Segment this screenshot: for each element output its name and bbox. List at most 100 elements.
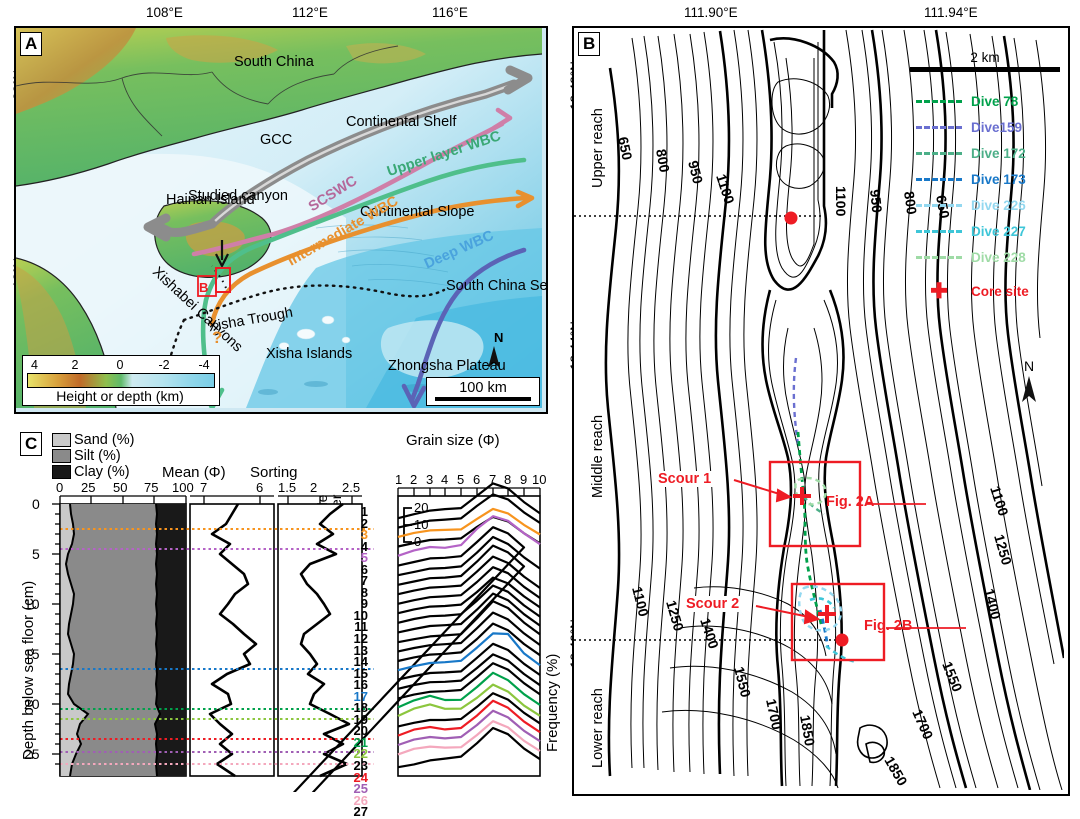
composition-chart <box>59 503 187 777</box>
legend-item-dive-228[interactable]: Dive 228 <box>916 244 1062 270</box>
dash-icon <box>916 229 962 233</box>
chart-title-grainsize: Grain size (Φ) <box>406 432 500 449</box>
colorbar-tick-1: 2 <box>71 358 79 372</box>
sample-number-13: 13 <box>353 642 368 658</box>
label-question-mark: ? <box>212 328 223 347</box>
sample-number-17: 17 <box>353 688 368 704</box>
silt-swatch-icon <box>52 449 71 463</box>
annotation-fig-2b: Fig. 2B <box>864 618 913 634</box>
panel-a-map[interactable]: South China Continental Shelf Hainan Isl… <box>14 26 548 414</box>
reach-label-middle: Middle reach <box>590 414 606 498</box>
svg-text:1100: 1100 <box>833 186 849 217</box>
legend-label-dive-227: Dive 227 <box>971 223 1026 239</box>
sample-number-14: 14 <box>353 654 368 670</box>
sample-number-23: 23 <box>353 758 368 774</box>
legend-item-core-site[interactable]: ✚ Core site <box>916 278 1062 304</box>
legend-label-dive-228: Dive 228 <box>971 249 1026 265</box>
colorbar-ticks: 4 2 0 -2 -4 <box>27 358 213 373</box>
label-south-china: South China <box>234 54 314 70</box>
legend-label-clay: Clay (%) <box>74 464 130 480</box>
svg-text:1700: 1700 <box>909 707 936 742</box>
grainsize-chart <box>292 482 541 792</box>
svg-text:1100: 1100 <box>987 484 1012 518</box>
legend-item-silt: Silt (%) <box>52 448 134 464</box>
dash-icon <box>916 203 962 207</box>
svg-text:1400: 1400 <box>981 587 1004 621</box>
legend-item-dive-173[interactable]: Dive 173 <box>916 166 1062 192</box>
sample-number-18: 18 <box>353 700 368 716</box>
sample-number-9: 9 <box>360 596 368 612</box>
sample-number-10: 10 <box>353 607 368 623</box>
panel-b-map[interactable]: 650 800 950 1100 1100 950 800 650 1100 1… <box>572 26 1070 796</box>
chart-title-mean: Mean (Φ) <box>162 464 226 481</box>
panel-b-lon-tick-0: 111.90°E <box>684 5 738 20</box>
legend-label-dive-172: Dive 172 <box>971 145 1026 161</box>
reach-label-lower: Lower reach <box>590 688 606 768</box>
dash-icon <box>916 255 962 259</box>
panel-b-scalebar: 2 km <box>910 50 1060 72</box>
sample-number-12: 12 <box>353 631 368 647</box>
reach-label-upper: Upper reach <box>590 108 606 188</box>
colorbar-tick-3: -2 <box>158 358 170 372</box>
sample-number-25: 25 <box>353 781 368 797</box>
legend-item-dive-226[interactable]: Dive 226 <box>916 192 1062 218</box>
colorbar-gradient <box>27 373 215 388</box>
legend-item-dive-159[interactable]: Dive159 <box>916 114 1062 140</box>
panel-a-lon-tick-1: 112°E <box>292 5 328 20</box>
legend-item-dive-227[interactable]: Dive 227 <box>916 218 1062 244</box>
north-arrow-icon <box>1022 376 1036 402</box>
panel-a-basemap <box>16 28 542 408</box>
legend-item-clay: Clay (%) <box>52 464 134 480</box>
panel-c-charts <box>52 482 541 792</box>
panel-a-lon-tick-0: 108°E <box>146 5 183 20</box>
panel-a-scalebar: 100 km <box>426 377 540 406</box>
legend-label-silt: Silt (%) <box>74 448 121 464</box>
svg-text:800: 800 <box>653 148 673 174</box>
sample-number-26: 26 <box>353 792 368 808</box>
label-current-gcc: GCC <box>260 132 293 148</box>
sample-number-20: 20 <box>353 723 368 739</box>
svg-text:1400: 1400 <box>697 616 722 651</box>
sample-number-7: 7 <box>360 573 368 589</box>
label-continental-slope: Continental Slope <box>360 204 475 220</box>
svg-text:650: 650 <box>933 194 953 220</box>
dash-icon <box>916 125 962 129</box>
label-inset-box-b: B <box>199 280 209 295</box>
annotation-scour-2: Scour 2 <box>684 596 742 612</box>
legend-item-dive-172[interactable]: Dive 172 <box>916 140 1062 166</box>
cross-icon: ✚ <box>930 279 948 303</box>
sand-swatch-icon <box>52 433 71 447</box>
fig2b-box <box>790 582 886 662</box>
svg-text:800: 800 <box>901 190 920 216</box>
sample-number-16: 16 <box>353 677 368 693</box>
svg-text:1850: 1850 <box>797 714 818 748</box>
dash-icon <box>916 99 962 103</box>
legend-label-core-site: Core site <box>971 283 1029 299</box>
colorbar-tick-0: 4 <box>31 358 38 372</box>
annotation-fig-2a: Fig. 2A <box>826 494 875 510</box>
colorbar-tick-2: 0 <box>116 358 124 372</box>
svg-text:1100: 1100 <box>629 585 652 619</box>
sample-number-22: 22 <box>353 746 368 762</box>
panel-b-lon-tick-1: 111.94°E <box>924 5 978 20</box>
dash-icon <box>916 177 962 181</box>
svg-text:1850: 1850 <box>881 754 911 789</box>
svg-text:1550: 1550 <box>939 659 966 694</box>
chart-title-sorting: Sorting <box>250 464 298 481</box>
sample-number-1: 1 <box>360 504 368 519</box>
svg-text:1250: 1250 <box>991 532 1015 567</box>
sample-number-column: 1 2 3 4 5 6 7 8 9 10 11 12 13 14 15 16 17 18 19 20 21 22 23 24 2… <box>344 504 368 818</box>
sample-number-8: 8 <box>360 584 368 600</box>
panel-b-north-arrow: N <box>1018 358 1040 404</box>
fig2a-box <box>768 460 862 548</box>
colorbar-title: Height or depth (km) <box>56 388 184 404</box>
scalebar-b-bar <box>910 67 1060 72</box>
sample-number-4: 4 <box>360 538 368 554</box>
scalebar-a-bar <box>435 397 531 401</box>
sample-number-2: 2 <box>360 515 368 531</box>
label-zhongsha-plateau: Zhongsha Plateau <box>388 358 506 374</box>
panel-a-colorbar: 4 2 0 -2 -4 Height or depth (km) <box>22 355 220 406</box>
north-arrow-label-a: N <box>494 330 504 345</box>
legend-item-dive-78[interactable]: Dive 78 <box>916 88 1062 114</box>
